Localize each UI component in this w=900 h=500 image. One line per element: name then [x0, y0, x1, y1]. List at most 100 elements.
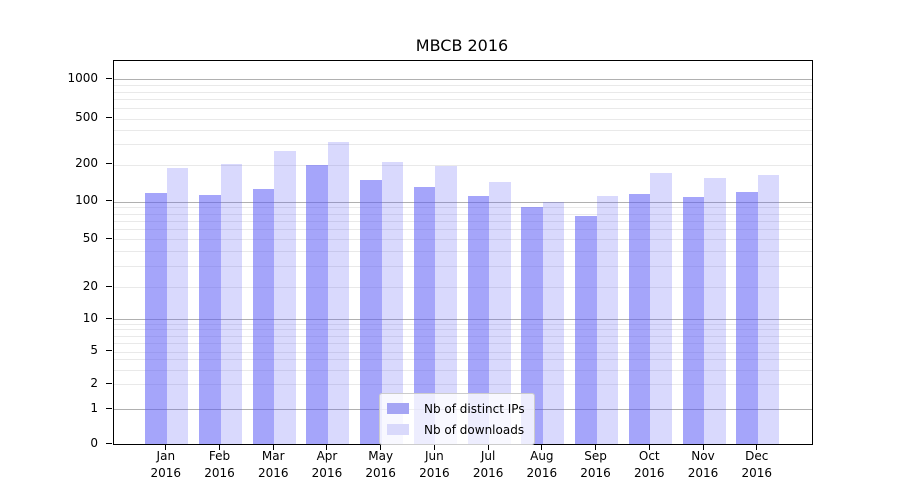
- y-tick-label-10: 10: [82, 310, 98, 325]
- y-gridline-minor-60: [114, 229, 812, 231]
- y-gridline-minor-4: [114, 359, 812, 361]
- y-gridline-minor-6: [114, 342, 812, 344]
- y-gridline-minor-2: [114, 384, 812, 385]
- y-gridline-minor-80: [114, 213, 812, 215]
- y-tick-label-1: 1: [90, 400, 98, 415]
- x-tick-year: 2016: [257, 465, 289, 480]
- bar-may-distinct-ips: [360, 180, 382, 444]
- bar-jul-distinct-ips: [467, 196, 490, 444]
- y-gridline-minor-8: [114, 329, 812, 331]
- plot-area: [113, 60, 813, 445]
- y-gridline-minor-200: [114, 164, 812, 166]
- x-tick-year: 2016: [150, 465, 182, 480]
- y-tick-label-2: 2: [90, 375, 98, 390]
- x-tick-feb: [219, 444, 221, 450]
- y-tick-5: [106, 350, 112, 351]
- y-gridline-minor-30: [114, 265, 812, 267]
- y-tick-label-100: 100: [75, 193, 98, 207]
- y-gridline-minor-400: [114, 129, 812, 131]
- bar-mar-distinct-ips: [252, 188, 275, 444]
- bar-may-downloads: [381, 161, 404, 444]
- y-tick-50: [106, 237, 112, 239]
- bar-feb-downloads: [220, 163, 243, 444]
- x-tick-label-jul: Jul 2016: [456, 448, 520, 481]
- y-gridline-minor-900: [114, 85, 812, 86]
- y-tick-1000: [106, 77, 112, 79]
- x-tick-month: Nov: [691, 449, 715, 463]
- x-tick-apr: [326, 444, 328, 450]
- y-gridline-minor-700: [114, 99, 812, 101]
- x-tick-year: 2016: [633, 465, 665, 480]
- x-tick-month: Jun: [425, 449, 444, 463]
- bar-apr-downloads: [327, 142, 350, 444]
- y-tick-100: [106, 200, 112, 201]
- y-gridline-major-10: [114, 319, 812, 320]
- y-tick-label-20: 20: [82, 278, 98, 293]
- y-tick-label-50: 50: [82, 230, 98, 245]
- x-tick-month: May: [368, 449, 394, 463]
- legend-swatch-distinct-ips: [387, 403, 409, 414]
- x-tick-month: Sep: [584, 449, 607, 463]
- y-gridline-minor-300: [114, 144, 812, 146]
- bar-aug-distinct-ips: [521, 207, 543, 444]
- x-tick-label-dec: Dec 2016: [725, 448, 789, 481]
- x-tick-oct: [648, 444, 650, 450]
- y-tick-label-200: 200: [75, 156, 98, 170]
- y-gridline-minor-500: [114, 118, 812, 120]
- y-gridline-minor-50: [114, 239, 812, 240]
- legend-swatch-downloads: [387, 424, 409, 435]
- x-tick-label-mar: Mar 2016: [241, 448, 305, 481]
- x-tick-mar: [272, 444, 274, 450]
- x-tick-month: Jul: [480, 449, 496, 463]
- x-tick-year: 2016: [687, 465, 719, 480]
- y-gridline-minor-3: [114, 369, 812, 371]
- y-gridline-minor-70: [114, 220, 812, 222]
- x-tick-sep: [595, 444, 597, 450]
- bar-dec-distinct-ips: [736, 192, 758, 444]
- legend-item-downloads: Nb of downloads: [387, 419, 525, 440]
- x-tick-month: Aug: [530, 449, 554, 463]
- y-gridline-minor-600: [114, 108, 812, 110]
- bar-sep-downloads: [596, 195, 619, 444]
- legend-item-distinct-ips: Nb of distinct IPs: [387, 398, 525, 419]
- y-gridline-major-100: [114, 201, 812, 203]
- y-tick-label-1000: 1000: [67, 70, 98, 85]
- bar-oct-downloads: [650, 173, 672, 444]
- y-tick-label-0: 0: [90, 435, 98, 450]
- x-tick-month: Feb: [208, 449, 231, 463]
- y-tick-label-5: 5: [90, 343, 98, 357]
- y-gridline-minor-7: [114, 335, 812, 337]
- x-tick-label-jan: Jan 2016: [134, 448, 198, 481]
- x-tick-jun: [433, 444, 435, 450]
- y-gridline-minor-5: [114, 351, 812, 353]
- x-tick-label-jun: Jun 2016: [402, 448, 466, 481]
- x-tick-month: Jan: [156, 449, 176, 463]
- y-tick-500: [106, 117, 112, 118]
- y-gridline-minor-40: [114, 250, 812, 252]
- bar-apr-distinct-ips: [306, 165, 328, 444]
- x-tick-label-apr: Apr 2016: [295, 448, 359, 481]
- bar-nov-downloads: [704, 178, 726, 444]
- y-tick-2: [106, 382, 112, 384]
- chart-title: MBCB 2016: [415, 36, 509, 55]
- y-gridline-minor-9: [114, 323, 812, 325]
- x-tick-year: 2016: [472, 465, 504, 480]
- y-tick-1: [106, 407, 112, 409]
- x-tick-label-aug: Aug 2016: [510, 448, 574, 481]
- x-tick-label-oct: Oct 2016: [617, 448, 681, 481]
- bar-oct-distinct-ips: [628, 193, 651, 444]
- y-tick-20: [106, 285, 112, 287]
- legend-label-distinct-ips: Nb of distinct IPs: [424, 401, 525, 416]
- x-tick-year: 2016: [311, 465, 343, 480]
- x-tick-year: 2016: [741, 465, 772, 480]
- x-tick-nov: [702, 444, 704, 450]
- bar-jan-distinct-ips: [145, 193, 167, 444]
- legend: Nb of distinct IPs Nb of downloads: [379, 393, 535, 445]
- x-tick-aug: [541, 444, 543, 450]
- y-tick-0: [106, 442, 112, 444]
- bar-jul-downloads: [489, 182, 511, 444]
- x-tick-year: 2016: [580, 465, 611, 480]
- x-tick-jan: [165, 444, 167, 450]
- x-tick-year: 2016: [526, 465, 558, 480]
- x-tick-jul: [487, 444, 489, 450]
